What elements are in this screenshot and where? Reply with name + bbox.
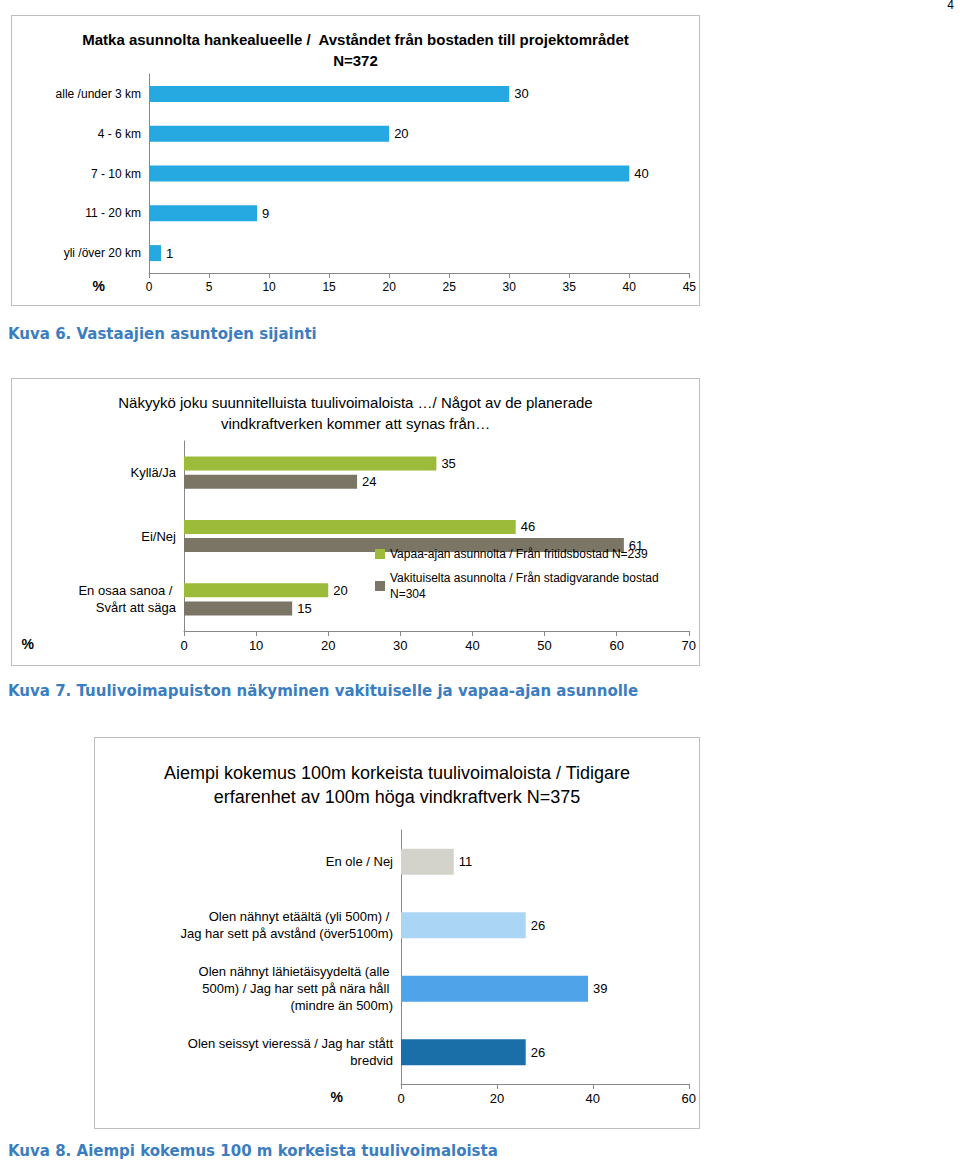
svg-text:Vapaa-ajan asunnolta / Från fr: Vapaa-ajan asunnolta / Från fritidsbosta… (390, 547, 648, 561)
svg-text:45: 45 (683, 280, 697, 294)
svg-text:40: 40 (586, 1091, 600, 1106)
svg-text:40: 40 (465, 638, 479, 653)
svg-text:erfarenhet av 100m höga vindkr: erfarenhet av 100m höga vindkraftverk N=… (214, 787, 581, 807)
svg-text:46: 46 (521, 519, 535, 534)
svg-text:N=372: N=372 (333, 52, 378, 69)
svg-text:%: % (93, 278, 106, 294)
svg-text:En osaa sanoa /: En osaa sanoa / (78, 583, 176, 598)
svg-text:24: 24 (362, 474, 376, 489)
svg-text:Jag har sett på avstånd (över5: Jag har sett på avstånd (över5100m) (181, 926, 393, 941)
svg-text:N=304: N=304 (390, 587, 426, 601)
svg-text:20: 20 (321, 638, 335, 653)
svg-text:20: 20 (382, 280, 396, 294)
svg-text:39: 39 (593, 981, 607, 996)
svg-text:Svårt att säga: Svårt att säga (96, 600, 177, 615)
svg-text:Kyllä/Ja: Kyllä/Ja (130, 465, 176, 480)
html-text:Kuva 7. Tuulivoimapuiston näky: Kuva 7. Tuulivoimapuiston näkyminen vaki… (8, 682, 639, 700)
svg-text:10: 10 (262, 280, 276, 294)
svg-text:30: 30 (503, 280, 517, 294)
svg-text:15: 15 (322, 280, 336, 294)
svg-text:1: 1 (166, 246, 173, 261)
svg-text:60: 60 (682, 1091, 696, 1106)
svg-text:Aiempi kokemus 100m korkeista: Aiempi kokemus 100m korkeista tuulivoima… (164, 763, 630, 783)
svg-text:0: 0 (146, 280, 153, 294)
svg-text:70: 70 (682, 638, 696, 653)
svg-text:40: 40 (623, 280, 637, 294)
svg-text:60: 60 (609, 638, 623, 653)
svg-text:Olen seissyt vieressä / Jag ha: Olen seissyt vieressä / Jag har stått (188, 1036, 394, 1051)
svg-text:%: % (331, 1089, 344, 1105)
svg-text:61: 61 (628, 537, 644, 553)
svg-text:26: 26 (531, 918, 545, 933)
svg-text:Olen nähnyt etäältä (yli 500m): Olen nähnyt etäältä (yli 500m) / (209, 909, 393, 924)
svg-text:35: 35 (563, 280, 577, 294)
svg-text:4 - 6 km: 4 - 6 km (98, 127, 141, 141)
svg-text:Ei/Nej: Ei/Nej (141, 529, 176, 544)
svg-text:7 - 10 km: 7 - 10 km (91, 167, 141, 181)
svg-text:11 - 20 km: 11 - 20 km (85, 206, 141, 220)
svg-text:11: 11 (459, 854, 473, 869)
svg-text:30: 30 (514, 86, 528, 101)
svg-text:50: 50 (537, 638, 551, 653)
svg-text:0: 0 (180, 638, 187, 653)
svg-text:5: 5 (206, 280, 213, 294)
svg-text:30: 30 (393, 638, 407, 653)
svg-text:20: 20 (490, 1091, 504, 1106)
svg-text:20: 20 (333, 583, 347, 598)
svg-text:35: 35 (441, 456, 455, 471)
svg-text:Vakituiselta asunnolta / Från: Vakituiselta asunnolta / Från stadigvara… (390, 571, 662, 585)
svg-text:En ole / Nej: En ole / Nej (326, 854, 393, 869)
svg-text:Olen nähnyt lähietäisyydeltä (: Olen nähnyt lähietäisyydeltä (alle (199, 964, 393, 979)
svg-text:500m) / Jag har sett på nära h: 500m) / Jag har sett på nära håll (202, 981, 393, 996)
svg-text:26: 26 (531, 1045, 545, 1060)
svg-text:40: 40 (634, 166, 648, 181)
svg-text:vindkraftverken kommer att syn: vindkraftverken kommer att synas från… (221, 415, 490, 432)
svg-text:Näkyykö joku suunnitelluista t: Näkyykö joku suunnitelluista tuulivoimal… (118, 394, 592, 411)
svg-text:9: 9 (262, 206, 269, 221)
svg-text:25: 25 (443, 280, 457, 294)
svg-text:yli /över 20 km: yli /över 20 km (64, 246, 141, 260)
svg-text:15: 15 (297, 601, 311, 616)
svg-text:%: % (22, 636, 35, 652)
svg-text:(mindre än 500m): (mindre än 500m) (290, 998, 393, 1013)
svg-text:alle /under 3 km: alle /under 3 km (56, 87, 141, 101)
svg-text:10: 10 (249, 638, 263, 653)
svg-text:bredvid: bredvid (347, 1053, 393, 1068)
html-text:Kuva 8. Aiempi kokemus 100 m k: Kuva 8. Aiempi kokemus 100 m korkeista t… (8, 1142, 498, 1160)
svg-text:0: 0 (397, 1091, 404, 1106)
svg-text:Matka asunnolta hankealueelle: Matka asunnolta hankealueelle / Avstånde… (82, 31, 629, 48)
svg-text:20: 20 (394, 126, 408, 141)
html-text:Kuva 6. Vastaajien asuntojen s: Kuva 6. Vastaajien asuntojen sijainti (8, 325, 317, 343)
